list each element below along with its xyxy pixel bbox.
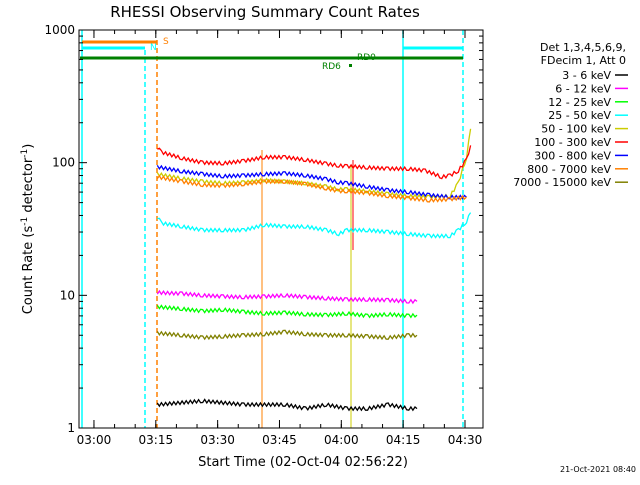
x-tick-label: 03:00 bbox=[77, 433, 112, 447]
annotation-rd0: RD0 bbox=[357, 53, 376, 63]
x-tick-label: 04:15 bbox=[386, 433, 421, 447]
legend-label: 12 - 25 keV bbox=[548, 96, 611, 109]
x-tick-label: 04:30 bbox=[448, 433, 483, 447]
x-axis-label: Start Time (02-Oct-04 02:56:22) bbox=[198, 455, 408, 470]
plot-area: SN RD0 RD6 bbox=[80, 30, 472, 428]
y-axis-label-mid: detector bbox=[21, 157, 36, 217]
legend-header-line-2: FDecim 1, Att 0 bbox=[541, 54, 626, 67]
legend-label: 25 - 50 keV bbox=[548, 109, 611, 122]
annotation-rd6: RD6 bbox=[322, 62, 341, 72]
x-axis: 03:00 03:15 03:30 03:45 04:00 04:15 04:30 bbox=[77, 30, 483, 447]
series-line-4 bbox=[157, 212, 472, 239]
series-line-6 bbox=[157, 145, 472, 180]
y-axis-label-end: ) bbox=[21, 144, 36, 149]
series-line-1 bbox=[156, 398, 418, 412]
series-line-8 bbox=[156, 174, 467, 203]
legend: Det 1,3,4,5,6,9, FDecim 1, Att 0 3 - 6 k… bbox=[513, 41, 628, 189]
legend-label: 300 - 800 keV bbox=[534, 149, 611, 162]
x-tick-label: 03:15 bbox=[139, 433, 174, 447]
series-line-3 bbox=[156, 304, 418, 319]
y-axis-label-main: Count Rate (s bbox=[21, 226, 36, 315]
timestamp: 21-Oct-2021 08:40 bbox=[560, 465, 636, 474]
y-axis-label: Count Rate (s-1 detector-1) bbox=[20, 144, 36, 315]
series-line-2 bbox=[156, 289, 418, 305]
y-tick-label: 10 bbox=[60, 288, 75, 302]
x-tick-label: 03:30 bbox=[200, 433, 235, 447]
y-tick-label: 1 bbox=[67, 421, 75, 435]
annotation-n: N bbox=[150, 43, 157, 53]
legend-label: 3 - 6 keV bbox=[562, 69, 611, 82]
legend-label: 7000 - 15000 keV bbox=[513, 176, 611, 189]
x-tick-label: 04:00 bbox=[324, 433, 359, 447]
series-line-5 bbox=[156, 128, 472, 200]
annotation-s: S bbox=[163, 37, 169, 47]
x-tick-label: 03:45 bbox=[262, 433, 297, 447]
y-tick-label: 1000 bbox=[44, 23, 75, 37]
chart-title: RHESSI Observing Summary Count Rates bbox=[110, 3, 420, 21]
series-line-7 bbox=[156, 164, 467, 200]
legend-label: 6 - 12 keV bbox=[555, 82, 611, 95]
legend-label: 50 - 100 keV bbox=[541, 123, 611, 136]
y-axis-label-sup1: -1 bbox=[20, 217, 30, 226]
series-line-9 bbox=[156, 329, 418, 341]
legend-label: 800 - 7000 keV bbox=[527, 163, 611, 176]
y-tick-label: 100 bbox=[52, 156, 75, 170]
legend-header-line-1: Det 1,3,4,5,6,9, bbox=[540, 41, 626, 54]
y-axis-label-sup2: -1 bbox=[20, 149, 30, 158]
legend-label: 100 - 300 keV bbox=[534, 136, 611, 149]
plot-frame bbox=[78, 29, 484, 429]
rd6-point bbox=[349, 64, 352, 67]
y-axis: 1 10 100 1000 bbox=[44, 23, 483, 435]
